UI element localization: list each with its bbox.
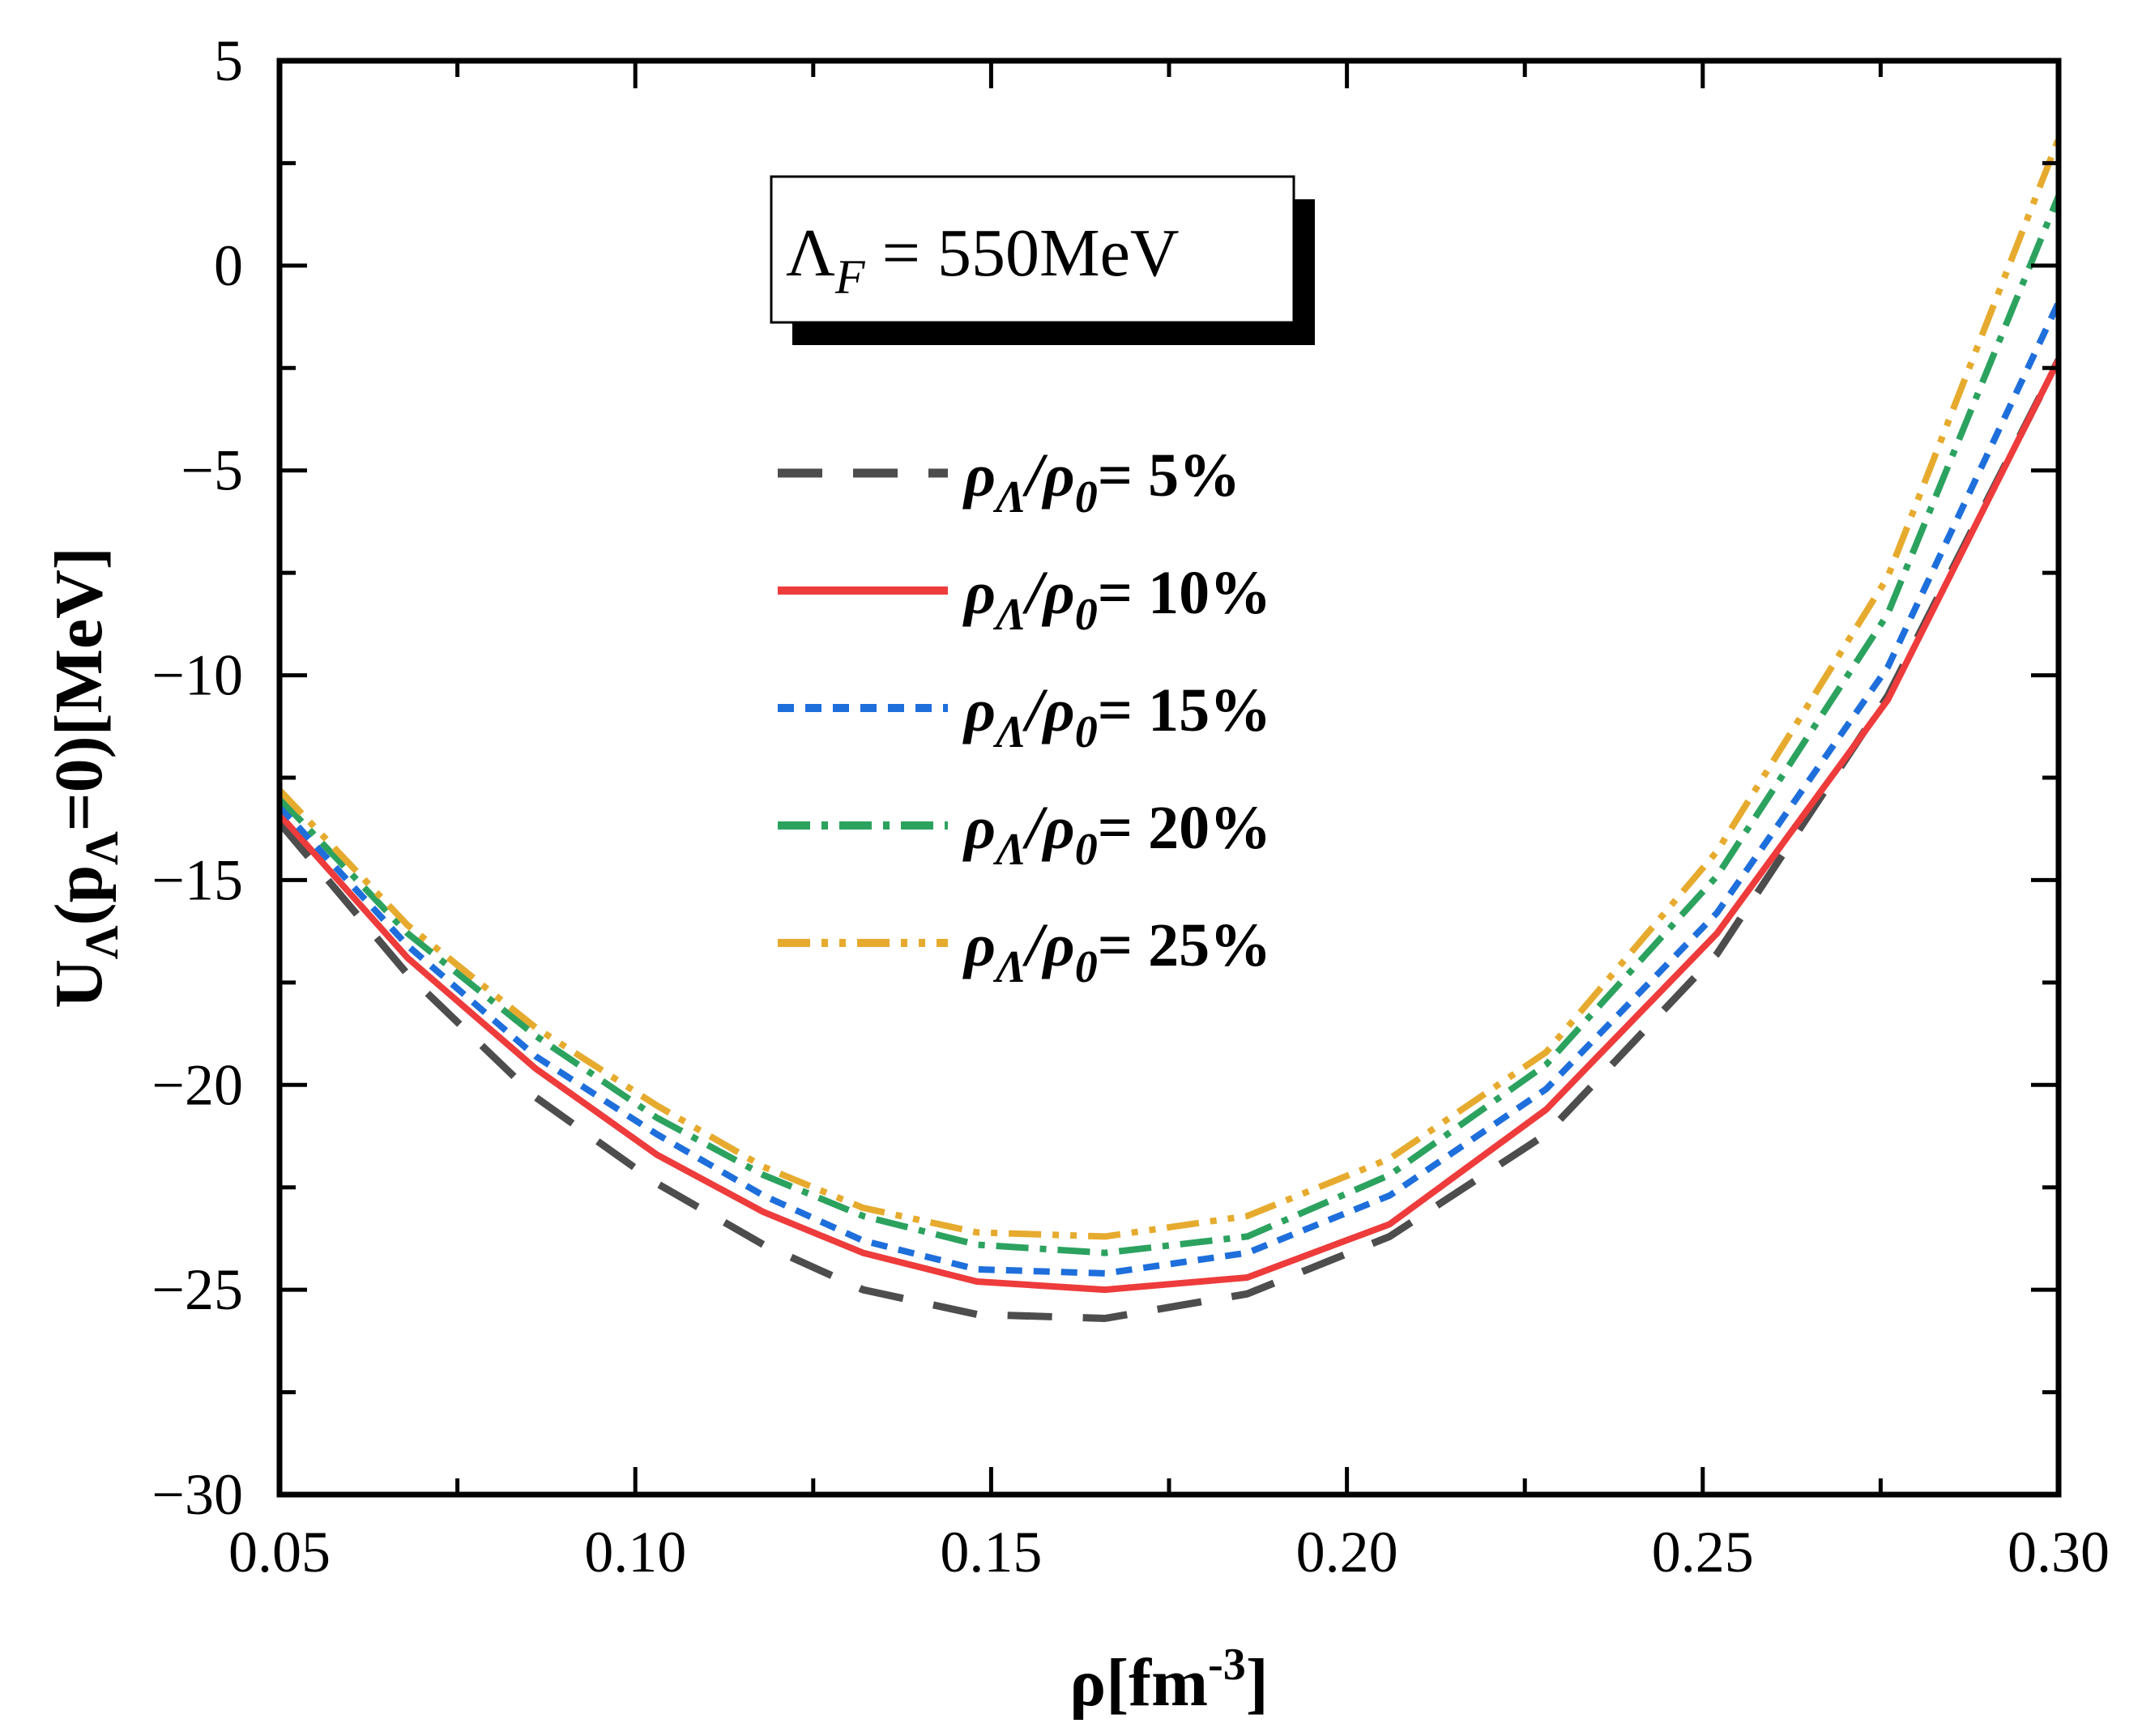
legend-label-part: Λ bbox=[992, 707, 1026, 757]
legend-label-part: 0 bbox=[1075, 707, 1098, 757]
legend-label-part: 0 bbox=[1075, 472, 1098, 523]
series-line-4 bbox=[279, 194, 2059, 1256]
tick-layer: 0.05 0.10 0.15 0.20 0.25 0.30 −30 −25 −20 −15 −10 −… bbox=[151, 28, 2110, 1585]
legend-label-part: 0 bbox=[1075, 942, 1098, 992]
legend-label-part: Λ bbox=[992, 825, 1026, 875]
x-tick-label: 0.20 bbox=[1296, 1520, 1398, 1585]
legend-label-part: /ρ bbox=[1022, 794, 1075, 862]
x-axis-label-end: ] bbox=[1246, 1645, 1269, 1721]
legend-label-part: = 5% bbox=[1098, 441, 1240, 510]
series-line-2 bbox=[279, 358, 2059, 1294]
y-axis-label-mid: (p bbox=[41, 865, 117, 926]
annotation-symbol: Λ bbox=[786, 215, 835, 291]
y-tick-label: 5 bbox=[214, 28, 243, 93]
y-axis-label-end: =0)[MeV] bbox=[41, 547, 117, 831]
legend-label-part: Λ bbox=[992, 942, 1026, 992]
annotation-sub: F bbox=[834, 250, 866, 304]
legend-label-part: = 10% bbox=[1098, 559, 1271, 627]
annotation-box: ΛF = 550MeV bbox=[770, 175, 1315, 345]
series-line-3 bbox=[279, 301, 2059, 1277]
legend-label-1: ρΛ/ρ0= 5% bbox=[962, 441, 1240, 523]
legend-label-part: ρ bbox=[962, 911, 996, 979]
legend-label-part: = 25% bbox=[1098, 911, 1271, 979]
legend-label-part: 0 bbox=[1075, 825, 1098, 875]
y-axis-label-main: U bbox=[41, 959, 117, 1009]
y-tick-label: −25 bbox=[151, 1257, 243, 1322]
y-tick-label: −10 bbox=[151, 643, 243, 708]
x-axis-label-sup: -3 bbox=[1208, 1640, 1246, 1690]
y-axis-label-sub2: Λ bbox=[75, 831, 128, 865]
series-line-1 bbox=[279, 358, 2059, 1322]
legend-label-part: /ρ bbox=[1022, 911, 1075, 979]
legend-label-part: = 20% bbox=[1098, 794, 1271, 862]
y-axis-label-sub1: Λ bbox=[75, 925, 128, 959]
x-tick-label: 0.30 bbox=[2008, 1520, 2110, 1585]
legend-label-5: ρΛ/ρ0= 25% bbox=[962, 911, 1271, 992]
x-axis-label-main: ρ[fm bbox=[1069, 1645, 1208, 1721]
legend-label-3: ρΛ/ρ0= 15% bbox=[962, 676, 1271, 757]
y-axis-label: UΛ(pΛ=0)[MeV] bbox=[41, 547, 128, 1009]
legend-label-part: /ρ bbox=[1022, 559, 1075, 627]
legend-label-part: /ρ bbox=[1022, 676, 1075, 744]
legend-label-part: ρ bbox=[962, 559, 996, 627]
annotation-frame bbox=[770, 175, 1295, 324]
legend: ρΛ/ρ0= 5%ρΛ/ρ0= 10%ρΛ/ρ0= 15%ρΛ/ρ0= 20%ρ… bbox=[778, 441, 1271, 992]
legend-label-part: Λ bbox=[992, 590, 1026, 640]
y-tick-label: −15 bbox=[151, 847, 243, 912]
legend-label-4: ρΛ/ρ0= 20% bbox=[962, 794, 1271, 875]
series-line-5 bbox=[279, 137, 2059, 1240]
x-tick-label: 0.15 bbox=[940, 1520, 1042, 1585]
legend-label-part: ρ bbox=[962, 794, 996, 862]
series-layer bbox=[279, 137, 2059, 1322]
x-tick-label: 0.10 bbox=[584, 1520, 686, 1585]
y-tick-label: −30 bbox=[151, 1462, 243, 1527]
y-tick-label: −20 bbox=[151, 1052, 243, 1117]
legend-label-part: Λ bbox=[992, 472, 1026, 523]
annotation-value: = 550MeV bbox=[865, 215, 1180, 291]
x-tick-label: 0.25 bbox=[1652, 1520, 1754, 1585]
annotation-text: ΛF = 550MeV bbox=[786, 215, 1180, 304]
x-axis-label: ρ[fm-3] bbox=[1069, 1640, 1269, 1721]
legend-label-part: 0 bbox=[1075, 590, 1098, 640]
legend-label-part: ρ bbox=[962, 676, 996, 744]
x-tick-label: 0.05 bbox=[228, 1520, 331, 1585]
legend-label-2: ρΛ/ρ0= 10% bbox=[962, 559, 1271, 640]
legend-label-part: /ρ bbox=[1022, 441, 1075, 510]
legend-label-part: ρ bbox=[962, 441, 996, 510]
y-tick-label: −5 bbox=[181, 438, 243, 503]
legend-label-part: = 15% bbox=[1098, 676, 1271, 744]
y-tick-label: 0 bbox=[214, 233, 243, 298]
